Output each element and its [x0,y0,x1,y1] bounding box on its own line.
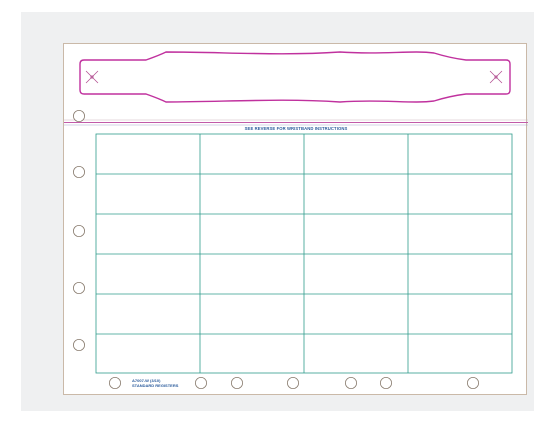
punch-hole [344,376,357,389]
wristband-instructions: SEE REVERSE FOR WRISTBAND INSTRUCTIONS [244,126,348,131]
label-grid [95,133,513,374]
punch-hole [379,376,392,389]
form-code-block: A7007-W (3/10) STANDARD REGISTERS [132,378,179,388]
punch-hole [194,376,207,389]
band-crosshair-right-icon [489,70,503,84]
form-brand: STANDARD REGISTERS [132,382,179,388]
perforation-line [64,119,528,126]
punch-hole [72,281,85,294]
punch-hole [72,338,85,351]
label-sheet: SEE REVERSE FOR WRISTBAND INSTRUCTIONS A… [63,43,528,395]
punch-hole [230,376,243,389]
punch-hole [72,110,85,123]
punch-hole [72,166,85,179]
sheet-artwork [64,51,528,389]
punch-hole [286,376,299,389]
band-crosshair-left-icon [85,70,99,84]
punch-hole [72,224,85,237]
punch-hole [109,376,122,389]
punch-hole [466,376,479,389]
punch-holes [72,110,479,389]
wristband-outline [79,51,511,103]
form-code: A7007-W (3/10) [132,378,161,383]
